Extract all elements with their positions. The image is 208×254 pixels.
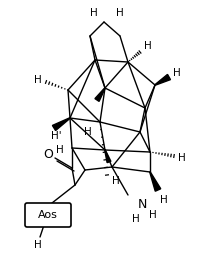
Polygon shape	[155, 74, 171, 85]
Text: H: H	[178, 153, 186, 163]
Polygon shape	[105, 150, 111, 163]
Text: H': H'	[51, 131, 61, 141]
Polygon shape	[150, 172, 161, 191]
Text: H: H	[112, 176, 120, 186]
Text: H: H	[144, 41, 152, 51]
Text: H: H	[173, 68, 181, 78]
Text: N: N	[137, 198, 147, 212]
Text: Aos: Aos	[38, 210, 58, 220]
Text: H: H	[149, 210, 157, 220]
Text: H: H	[90, 8, 98, 18]
Text: H: H	[116, 8, 124, 18]
FancyBboxPatch shape	[25, 203, 71, 227]
Text: H: H	[132, 214, 140, 224]
Polygon shape	[52, 118, 70, 131]
Text: H: H	[34, 240, 42, 250]
Text: H: H	[84, 127, 92, 137]
Text: H: H	[160, 195, 168, 205]
Polygon shape	[95, 88, 105, 101]
Text: H: H	[56, 145, 64, 155]
Text: H: H	[34, 75, 42, 85]
Text: O: O	[43, 149, 53, 162]
